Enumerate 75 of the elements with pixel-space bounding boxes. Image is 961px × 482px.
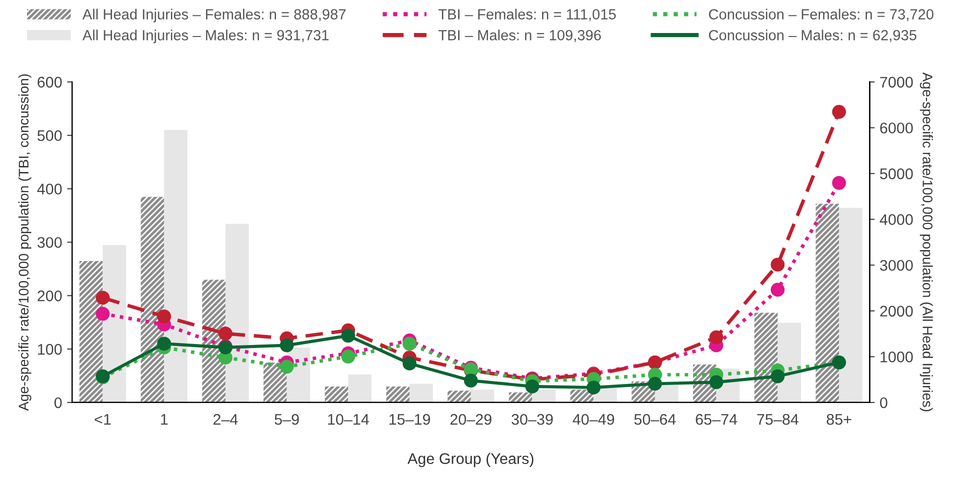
point (402, 356, 416, 370)
bar (754, 312, 778, 402)
x-tick-label: 10–14 (328, 414, 369, 425)
point (157, 336, 172, 351)
point (218, 326, 232, 340)
y-tick-label: 600 (38, 76, 62, 88)
y2-tick-label: 2000 (880, 306, 913, 317)
legend-label: Concussion – Males: n = 62,935 (708, 30, 916, 42)
x-tick-label: 50–64 (634, 414, 676, 425)
x-tick-label: 40–49 (572, 414, 614, 425)
x-axis-title: Age Group (Years) (408, 452, 534, 468)
y2-tick-label: 5000 (880, 168, 913, 180)
point (709, 375, 724, 390)
y-tick-label: 0 (54, 397, 62, 408)
bar (79, 260, 103, 402)
y-tick-label: 500 (37, 130, 62, 142)
bar (839, 208, 862, 402)
point (464, 374, 478, 388)
bar (324, 386, 348, 402)
point (525, 380, 540, 394)
point (280, 338, 294, 352)
bar (225, 224, 249, 402)
point (157, 310, 172, 324)
x-tick-label: 85+ (826, 414, 852, 425)
legend-label: All Head Injuries – Females: n = 888,987 (82, 8, 346, 22)
x-tick-label: 1 (161, 414, 168, 425)
point (586, 380, 601, 394)
point (341, 328, 356, 343)
y2-axis-title: Age-specific rate/100,000 population (All Head Injuries) (920, 72, 933, 412)
bar (532, 390, 556, 402)
x-tick-label: 5–9 (274, 414, 299, 425)
y2-tick-label: 1000 (880, 352, 913, 362)
y2-tick-label: 0 (880, 397, 888, 408)
legend-label: TBI – Females: n = 111,015 (438, 8, 616, 22)
y2-tick-label: 4000 (880, 214, 913, 225)
y2-tick-label: 3000 (880, 260, 913, 271)
bar (348, 374, 372, 402)
point (96, 290, 110, 305)
y-tick-label: 100 (38, 344, 62, 355)
x-tick-label: 30–39 (512, 414, 553, 425)
bar (264, 362, 287, 402)
bar (164, 130, 188, 402)
bar (140, 196, 164, 402)
bar (410, 384, 433, 402)
point (709, 330, 724, 344)
point (648, 376, 662, 391)
y2-tick-label: 6000 (880, 122, 913, 134)
point (280, 360, 294, 374)
bar (448, 390, 471, 402)
legend-label: Concussion – Females: n = 73,720 (708, 8, 934, 22)
x-tick-label: <1 (94, 414, 111, 425)
point (770, 369, 785, 384)
point (770, 282, 785, 297)
bar (816, 204, 840, 402)
y-axis-title: Age-specific rate/100,000 population (TBI, concussion) (18, 74, 32, 411)
x-tick-label: 75–84 (757, 414, 798, 425)
legend-label: TBI – Males: n = 109,396 (438, 30, 601, 42)
legend-label: All Head Injuries – Males: n = 931,731 (82, 30, 329, 44)
x-tick-label: 20–29 (450, 414, 492, 425)
point (770, 258, 785, 272)
y2-tick-label: 7000 (880, 76, 913, 88)
y-tick-label: 300 (37, 237, 62, 248)
bar (470, 390, 494, 402)
point (402, 336, 416, 351)
x-tick-label: 15–19 (389, 414, 430, 425)
bar (386, 386, 410, 402)
x-tick-label: 65–74 (696, 414, 738, 425)
y-tick-label: 400 (37, 184, 62, 194)
y-tick-label: 200 (38, 290, 62, 302)
point (341, 350, 356, 364)
point (832, 176, 846, 190)
x-tick-label: 2–4 (213, 414, 238, 425)
point (832, 104, 846, 119)
bar (508, 392, 532, 402)
point (96, 306, 110, 321)
